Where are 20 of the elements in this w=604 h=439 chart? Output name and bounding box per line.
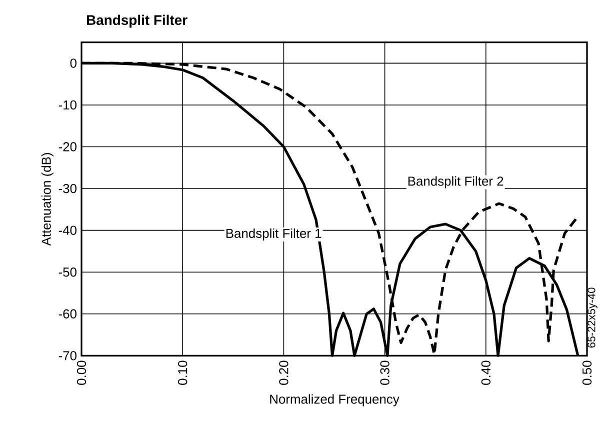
y-tick-label: -50 bbox=[58, 268, 76, 277]
y-tick-label: -30 bbox=[58, 184, 76, 194]
chart-title: Bandsplit Filter bbox=[86, 14, 188, 28]
x-axis-title: Normalized Frequency bbox=[270, 394, 400, 406]
x-tick-label: 0.40 bbox=[481, 360, 490, 385]
x-tick-label: 0.50 bbox=[582, 360, 592, 385]
y-tick-label: 0 bbox=[70, 58, 76, 68]
x-tick-label: 0.00 bbox=[76, 360, 86, 385]
series-label: Bandsplit Filter 2 bbox=[408, 176, 504, 188]
y-tick-label: -70 bbox=[58, 351, 76, 360]
y-tick-label: -20 bbox=[58, 142, 76, 152]
y-tick-label: -40 bbox=[58, 226, 76, 235]
text: 65-22x5y-40 bbox=[588, 288, 598, 348]
series-label: Bandsplit Filter 1 bbox=[226, 228, 322, 241]
y-tick-label: -10 bbox=[58, 100, 76, 110]
y-axis-title: Attenuation (dB) bbox=[41, 153, 54, 246]
y-tick-label: -60 bbox=[58, 309, 76, 318]
x-tick-label: 0.30 bbox=[380, 360, 390, 385]
x-tick-label: 0.20 bbox=[279, 360, 288, 385]
x-tick-label: 0.10 bbox=[178, 360, 188, 385]
